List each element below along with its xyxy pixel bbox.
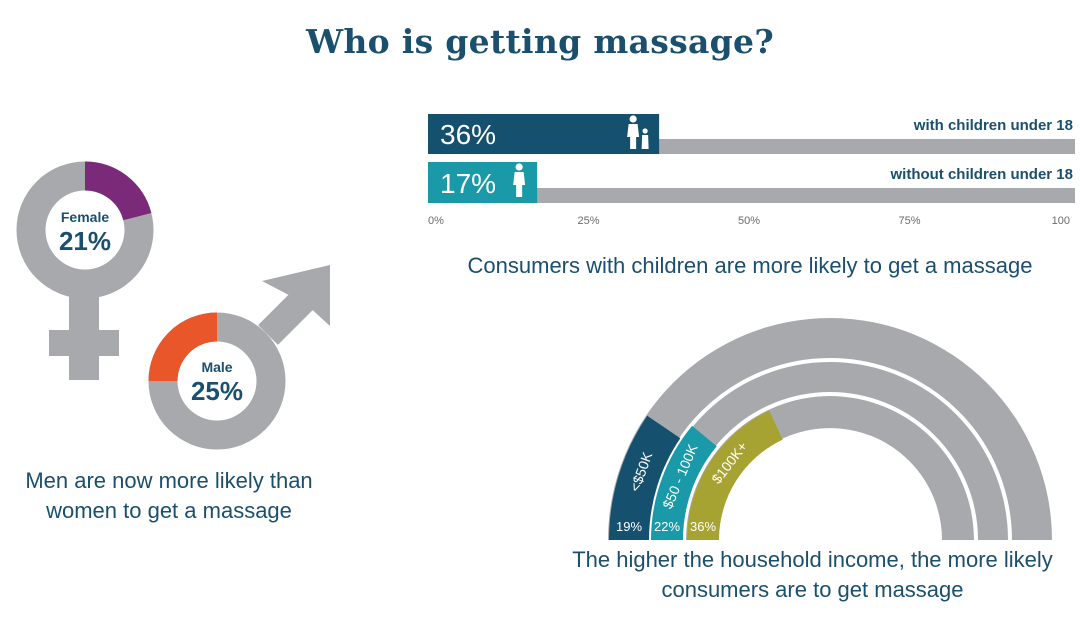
children-bar-chart: 36% with children under 18 17% without c… xyxy=(428,114,1075,227)
bar-label-with-children: with children under 18 xyxy=(913,117,1073,134)
female-value: 21% xyxy=(59,226,111,256)
income-arc-track xyxy=(650,360,1010,540)
income-ring-separator xyxy=(648,358,1012,541)
male-label: Male xyxy=(201,359,232,375)
income-caption: The higher the household income, the mor… xyxy=(572,547,1053,602)
bar-track xyxy=(428,188,1075,203)
adult-icon xyxy=(513,163,526,197)
income-arc-1 xyxy=(609,415,681,540)
bar-axis-tick-label: 25% xyxy=(577,215,599,227)
bar-label-without-children: without children under 18 xyxy=(889,166,1073,183)
bar-value-without-children: 17% xyxy=(440,168,496,199)
income-arc-3 xyxy=(687,410,783,540)
bar-axis-tick-label: 0% xyxy=(428,215,444,227)
bar-axis-tick-label: 75% xyxy=(898,215,920,227)
income-arc-value: 19% xyxy=(616,519,642,534)
parent-child-icon xyxy=(627,115,649,149)
female-label: Female xyxy=(61,209,109,225)
male-value: 25% xyxy=(191,376,243,406)
income-ring-separator xyxy=(718,428,942,541)
page-title: Who is getting massage? xyxy=(306,22,774,61)
female-value-arc xyxy=(84,161,152,221)
income-arc-track xyxy=(608,318,1052,540)
male-value-arc xyxy=(148,312,218,382)
income-arc-2 xyxy=(651,425,717,540)
female-symbol-crossbar xyxy=(49,330,119,356)
male-symbol: Male 25% xyxy=(148,265,330,450)
bar-axis-tick-label: 100 xyxy=(1052,215,1070,227)
female-symbol: Female 21% xyxy=(16,161,154,380)
male-symbol-arrowhead xyxy=(262,265,330,326)
gender-caption: Men are now more likely than women to ge… xyxy=(25,468,313,523)
bar-axis-ticks: 0% 25% 50% 75% 100 xyxy=(428,215,1070,227)
bar-value-with-children: 36% xyxy=(440,119,496,150)
bar-axis-tick-label: 50% xyxy=(738,215,760,227)
bar-with-children xyxy=(428,114,660,154)
income-arc-value: 36% xyxy=(690,519,716,534)
children-caption: Consumers with children are more likely … xyxy=(467,253,1033,278)
income-arc-value: 22% xyxy=(654,519,680,534)
male-symbol-shaft xyxy=(258,287,316,345)
income-ring-separator xyxy=(682,392,978,541)
